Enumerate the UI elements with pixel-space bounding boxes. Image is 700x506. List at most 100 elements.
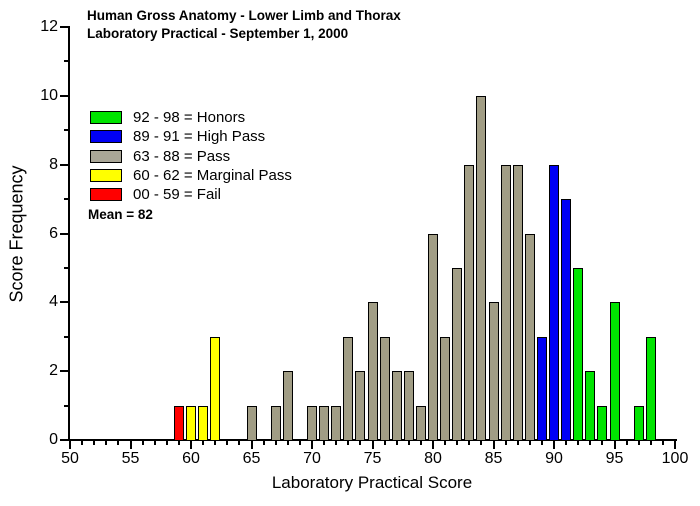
histogram-bar-score-83 [464, 164, 475, 441]
x-axis-minor-tick [407, 441, 410, 445]
legend-row-pass: 63 - 88 = Pass [90, 147, 292, 166]
x-axis-tick-label: 65 [242, 450, 261, 467]
legend-swatch-pass [90, 149, 122, 163]
x-axis-minor-tick [117, 441, 120, 445]
x-axis-minor-tick [93, 441, 96, 445]
histogram-bar-score-85 [488, 302, 499, 441]
x-axis-major-tick [69, 441, 71, 449]
x-axis-minor-tick [419, 441, 422, 445]
histogram-bar-score-82 [452, 267, 463, 441]
legend-label-fail: 00 - 59 = Fail [133, 186, 221, 204]
x-axis-minor-tick [589, 441, 592, 445]
x-axis-tick-label: 95 [605, 450, 624, 467]
y-axis-minor-tick [64, 404, 68, 407]
y-axis-minor-tick [64, 129, 68, 132]
chart-title-line-1: Human Gross Anatomy - Lower Limb and Tho… [87, 8, 401, 23]
x-axis-minor-tick [153, 441, 156, 445]
histogram-bar-score-67 [270, 405, 281, 441]
histogram-bar-score-75 [367, 302, 378, 441]
y-axis-minor-tick [64, 266, 68, 269]
x-axis-minor-tick [274, 441, 277, 445]
legend-row-marginal-pass: 60 - 62 = Marginal Pass [90, 166, 292, 185]
x-axis-minor-tick [456, 441, 459, 445]
histogram-bar-score-98 [645, 336, 656, 441]
x-axis-major-tick [129, 441, 132, 449]
y-axis-major-tick [60, 301, 68, 304]
histogram-bar-score-81 [440, 336, 451, 441]
x-axis-minor-tick [504, 441, 507, 445]
y-axis-tick-label: 0 [49, 431, 58, 448]
y-axis-major-tick [60, 94, 68, 97]
y-axis-major-tick [60, 370, 68, 373]
x-axis-tick-label: 85 [484, 450, 503, 467]
x-axis-minor-tick [81, 441, 84, 445]
histogram-bar-score-71 [319, 405, 330, 441]
x-axis-major-tick [190, 441, 192, 449]
y-axis-major-tick [60, 163, 68, 166]
histogram-bar-score-76 [379, 336, 390, 441]
histogram-bar-score-79 [415, 405, 426, 441]
histogram-bar-score-97 [633, 405, 644, 441]
histogram-bar-score-80 [428, 233, 438, 441]
x-axis-major-tick [432, 441, 434, 449]
histogram-bar-score-74 [355, 371, 366, 441]
y-axis-major-tick [60, 439, 68, 441]
x-axis-minor-tick [637, 441, 640, 445]
histogram-bar-score-89 [536, 336, 547, 441]
chart-title-line-2: Laboratory Practical - September 1, 2000 [87, 26, 349, 41]
x-axis-minor-tick [601, 441, 604, 445]
histogram-bar-score-91 [561, 199, 572, 441]
legend-label-high-pass: 89 - 91 = High Pass [133, 128, 266, 146]
legend-row-fail: 00 - 59 = Fail [90, 185, 292, 204]
histogram-bar-score-95 [609, 302, 620, 441]
y-axis-tick-label: 12 [40, 18, 58, 35]
x-axis-major-tick [492, 441, 495, 449]
histogram-bar-score-68 [282, 371, 293, 441]
histogram-bar-score-77 [391, 371, 402, 441]
histogram-bar-score-61 [198, 405, 209, 441]
x-axis-minor-tick [395, 441, 398, 445]
x-axis-tick-label: 100 [661, 450, 689, 467]
y-axis-tick-label: 6 [49, 224, 58, 242]
y-axis-line [68, 26, 70, 441]
histogram-bar-score-84 [476, 95, 487, 441]
x-axis-tick-label: 70 [303, 450, 321, 467]
y-axis-tick-label: 10 [40, 86, 58, 104]
x-axis-minor-tick [649, 441, 652, 445]
legend-swatch-marginal-pass [90, 169, 122, 183]
x-axis-minor-tick [565, 441, 568, 445]
histogram-bar-score-62 [210, 336, 221, 441]
x-axis-tick-label: 90 [545, 450, 563, 467]
x-axis-minor-tick [105, 441, 108, 445]
x-axis-minor-tick [468, 441, 471, 445]
histogram-bar-score-87 [512, 164, 523, 441]
x-axis-minor-tick [347, 441, 350, 445]
y-axis-major-tick [60, 232, 68, 235]
x-axis-major-tick [553, 441, 555, 449]
legend: 92 - 98 = Honors 89 - 91 = High Pass 63 … [90, 108, 292, 204]
histogram-bar-score-72 [331, 405, 342, 441]
histogram-bar-score-78 [403, 371, 414, 441]
legend-row-high-pass: 89 - 91 = High Pass [90, 127, 292, 146]
legend-label-marginal-pass: 60 - 62 = Marginal Pass [133, 167, 292, 185]
x-axis-minor-tick [516, 441, 519, 445]
histogram-bar-score-59 [173, 405, 184, 441]
x-axis-minor-tick [286, 441, 289, 445]
legend-swatch-high-pass [90, 130, 122, 144]
x-axis-minor-tick [540, 441, 543, 445]
legend-row-honors: 92 - 98 = Honors [90, 108, 292, 127]
x-axis-major-tick [250, 441, 253, 449]
x-axis-minor-tick [383, 441, 386, 445]
x-axis-tick-label: 55 [121, 450, 140, 467]
x-axis-major-tick [674, 441, 676, 449]
x-axis-tick-label: 75 [363, 450, 382, 467]
x-axis-minor-tick [528, 441, 531, 445]
mean-annotation: Mean = 82 [88, 207, 153, 222]
x-axis-minor-tick [177, 441, 180, 445]
x-axis-minor-tick [238, 441, 241, 445]
x-axis-minor-tick [298, 441, 301, 445]
legend-label-honors: 92 - 98 = Honors [133, 109, 246, 127]
histogram-bar-score-92 [573, 267, 584, 441]
x-axis-minor-tick [226, 441, 229, 445]
x-axis-minor-tick [577, 441, 580, 445]
